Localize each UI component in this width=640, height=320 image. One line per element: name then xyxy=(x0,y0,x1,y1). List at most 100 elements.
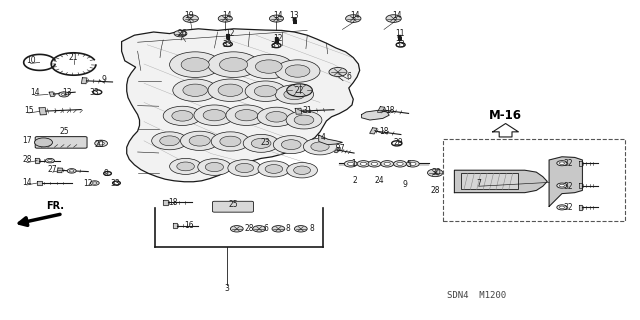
Text: 15: 15 xyxy=(24,106,34,115)
Circle shape xyxy=(47,159,52,162)
Circle shape xyxy=(172,110,193,121)
Polygon shape xyxy=(378,107,385,113)
Circle shape xyxy=(252,139,271,148)
FancyBboxPatch shape xyxy=(35,137,87,148)
Polygon shape xyxy=(579,205,582,210)
Circle shape xyxy=(93,182,97,184)
Circle shape xyxy=(559,206,564,209)
Circle shape xyxy=(346,15,361,22)
Circle shape xyxy=(205,163,223,172)
Circle shape xyxy=(357,161,370,167)
Text: 32: 32 xyxy=(563,203,573,212)
Circle shape xyxy=(371,162,378,165)
Circle shape xyxy=(344,161,357,167)
Circle shape xyxy=(284,89,305,100)
Circle shape xyxy=(265,164,283,173)
Circle shape xyxy=(244,54,293,79)
Text: 29: 29 xyxy=(393,138,403,147)
Circle shape xyxy=(152,132,188,150)
Polygon shape xyxy=(579,161,582,166)
Polygon shape xyxy=(39,108,47,115)
Text: 27: 27 xyxy=(335,144,346,153)
Circle shape xyxy=(282,140,301,149)
Text: 28: 28 xyxy=(22,156,31,164)
Text: 7: 7 xyxy=(476,180,481,188)
Circle shape xyxy=(177,162,195,171)
Text: 19: 19 xyxy=(184,12,194,20)
Circle shape xyxy=(275,85,314,104)
Polygon shape xyxy=(163,200,168,205)
Circle shape xyxy=(368,161,381,167)
Circle shape xyxy=(90,181,99,185)
Text: 21: 21 xyxy=(69,53,78,62)
Circle shape xyxy=(287,163,317,178)
Circle shape xyxy=(394,161,406,167)
Polygon shape xyxy=(362,110,389,120)
Text: 14: 14 xyxy=(392,12,402,20)
Circle shape xyxy=(59,92,69,97)
Circle shape xyxy=(557,183,567,188)
Circle shape xyxy=(198,159,231,175)
Circle shape xyxy=(557,205,567,210)
Text: 22: 22 xyxy=(295,86,304,95)
Text: 27: 27 xyxy=(47,165,58,174)
Polygon shape xyxy=(549,157,582,206)
Circle shape xyxy=(275,60,320,82)
Text: 33: 33 xyxy=(222,40,232,49)
Circle shape xyxy=(258,161,290,177)
Circle shape xyxy=(211,132,250,151)
Circle shape xyxy=(95,140,108,147)
Circle shape xyxy=(218,15,232,22)
Text: 3: 3 xyxy=(225,284,230,293)
FancyBboxPatch shape xyxy=(212,201,253,212)
Polygon shape xyxy=(81,78,87,84)
Circle shape xyxy=(348,162,354,165)
Text: 12: 12 xyxy=(226,29,235,38)
Text: 28: 28 xyxy=(431,186,440,195)
Circle shape xyxy=(303,138,337,155)
Circle shape xyxy=(208,79,253,101)
Text: 4: 4 xyxy=(321,133,326,142)
Text: 25: 25 xyxy=(228,200,239,209)
Text: 18: 18 xyxy=(168,198,177,207)
Text: 32: 32 xyxy=(563,182,573,191)
Polygon shape xyxy=(35,158,39,163)
Circle shape xyxy=(174,30,187,37)
Text: 14: 14 xyxy=(350,12,360,20)
Circle shape xyxy=(272,226,285,232)
Text: 6: 6 xyxy=(264,224,269,233)
Circle shape xyxy=(98,142,104,145)
Circle shape xyxy=(173,79,218,101)
Polygon shape xyxy=(319,135,342,145)
Text: 13: 13 xyxy=(62,88,72,97)
Circle shape xyxy=(226,105,267,125)
Circle shape xyxy=(257,107,296,126)
Text: 18: 18 xyxy=(380,127,388,136)
Polygon shape xyxy=(37,181,42,185)
Circle shape xyxy=(329,68,347,76)
Text: 31: 31 xyxy=(302,106,312,115)
Circle shape xyxy=(286,111,322,129)
Polygon shape xyxy=(57,168,63,173)
Circle shape xyxy=(381,161,394,167)
Text: 30: 30 xyxy=(431,168,442,177)
Text: 8: 8 xyxy=(310,224,315,233)
Text: 2: 2 xyxy=(353,176,358,185)
Text: 1: 1 xyxy=(351,159,356,168)
Circle shape xyxy=(285,65,310,77)
Circle shape xyxy=(266,112,287,122)
Polygon shape xyxy=(122,29,360,182)
Circle shape xyxy=(230,226,243,232)
Text: 14: 14 xyxy=(222,12,232,20)
Circle shape xyxy=(35,138,52,147)
Text: M-16: M-16 xyxy=(489,109,522,122)
Text: 20: 20 xyxy=(94,140,104,149)
Circle shape xyxy=(294,115,314,125)
Polygon shape xyxy=(334,147,340,153)
Text: 17: 17 xyxy=(22,136,32,145)
Circle shape xyxy=(559,184,564,187)
Text: 33: 33 xyxy=(110,179,120,188)
Circle shape xyxy=(428,169,443,177)
Circle shape xyxy=(183,15,198,22)
Circle shape xyxy=(273,136,309,154)
